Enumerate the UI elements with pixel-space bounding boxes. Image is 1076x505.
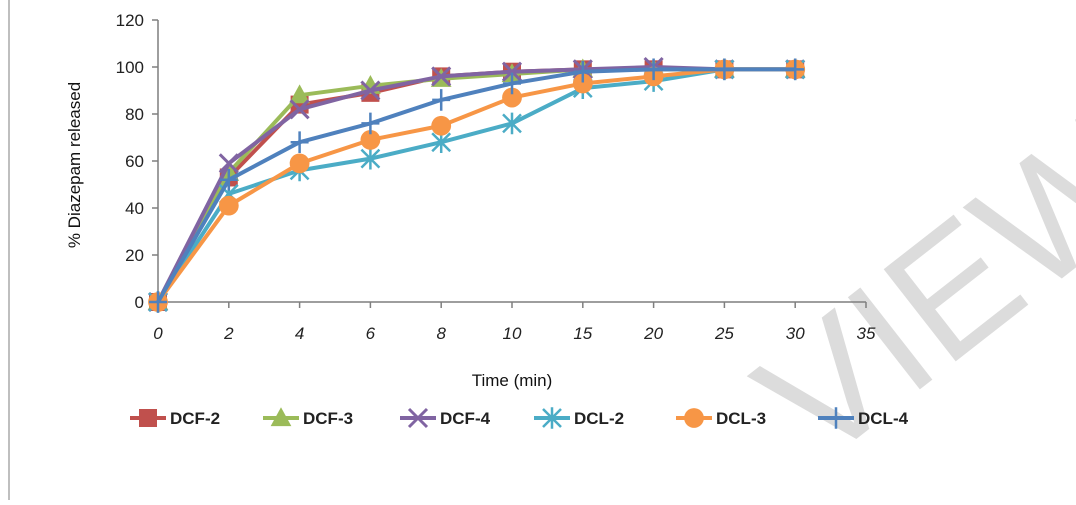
legend-label: DCL-4	[858, 409, 909, 428]
data-point	[290, 131, 309, 153]
y-tick-label: 0	[135, 293, 144, 312]
legend-entry-dcl-2: DCL-2	[534, 407, 624, 429]
x-tick-label: 4	[295, 324, 304, 343]
chart-series-layer	[147, 56, 806, 313]
data-point	[715, 58, 734, 81]
data-point	[502, 112, 522, 135]
legend-entry-dcf-2: DCF-2	[130, 409, 220, 428]
y-axis-title: % Diazepam released	[65, 82, 84, 248]
x-tick-label: 20	[643, 324, 663, 343]
data-point	[360, 147, 381, 170]
series-line	[156, 67, 796, 304]
page-left-border	[8, 0, 10, 500]
x-tick-label: 35	[857, 324, 876, 343]
x-tick-label: 15	[573, 324, 592, 343]
data-point	[786, 58, 805, 81]
legend-label: DCF-3	[303, 409, 353, 428]
legend-label: DCF-2	[170, 409, 220, 428]
data-point	[503, 72, 521, 95]
data-point	[218, 195, 239, 216]
x-tick-label: 25	[714, 324, 734, 343]
x-tick-label: 6	[366, 324, 376, 343]
x-tick-label: 8	[436, 324, 446, 343]
data-point	[432, 89, 451, 111]
data-point	[573, 60, 592, 83]
legend-swatch-marker	[684, 408, 704, 428]
legend-label: DCL-3	[716, 409, 766, 428]
legend-swatch-marker	[407, 407, 429, 429]
data-point	[218, 153, 239, 174]
y-tick-label: 40	[125, 199, 144, 218]
data-point	[431, 66, 452, 87]
x-tick-label: 30	[786, 324, 805, 343]
legend-entry-dcf-3: DCF-3	[263, 407, 353, 428]
data-point	[289, 99, 310, 120]
data-point	[644, 58, 663, 81]
series-dcf-3	[147, 58, 806, 311]
data-point	[219, 169, 238, 191]
legend-swatch-marker	[270, 407, 292, 427]
y-tick-label: 80	[125, 105, 144, 124]
series-dcl-2	[148, 58, 806, 313]
series-dcf-4	[147, 56, 806, 313]
legend-entry-dcl-3: DCL-3	[676, 408, 766, 428]
legend-entry-dcf-4: DCF-4	[400, 407, 491, 429]
data-point	[289, 84, 310, 104]
legend-swatch-marker	[827, 407, 845, 429]
y-tick-label: 20	[125, 246, 144, 265]
data-point	[502, 87, 522, 108]
x-tick-label: 2	[223, 324, 234, 343]
legend-swatch-marker	[139, 409, 157, 427]
data-point	[361, 112, 380, 135]
data-point	[501, 61, 523, 82]
legend-label: DCL-2	[574, 409, 624, 428]
y-tick-label: 120	[116, 11, 144, 30]
x-tick-label: 0	[153, 324, 163, 343]
data-point	[431, 115, 452, 136]
data-point	[360, 80, 381, 101]
series-line	[156, 67, 796, 304]
data-point	[572, 73, 593, 94]
data-point	[289, 153, 310, 174]
series-line	[156, 67, 796, 304]
data-point	[149, 291, 167, 313]
chart-legend: DCF-2 DCF-3 DCF-4 DCL-2 DCL-3 DCL-4	[130, 407, 909, 429]
y-tick-label: 60	[125, 152, 144, 171]
series-dcl-3	[148, 59, 806, 312]
series-dcl-4	[149, 58, 805, 313]
legend-entry-dcl-4: DCL-4	[818, 407, 909, 429]
data-point	[360, 129, 381, 150]
legend-swatch-marker	[542, 407, 562, 429]
y-tick-label: 100	[116, 58, 144, 77]
x-axis-title: Time (min)	[472, 371, 553, 390]
x-tick-label: 10	[503, 324, 522, 343]
legend-label: DCF-4	[440, 409, 491, 428]
